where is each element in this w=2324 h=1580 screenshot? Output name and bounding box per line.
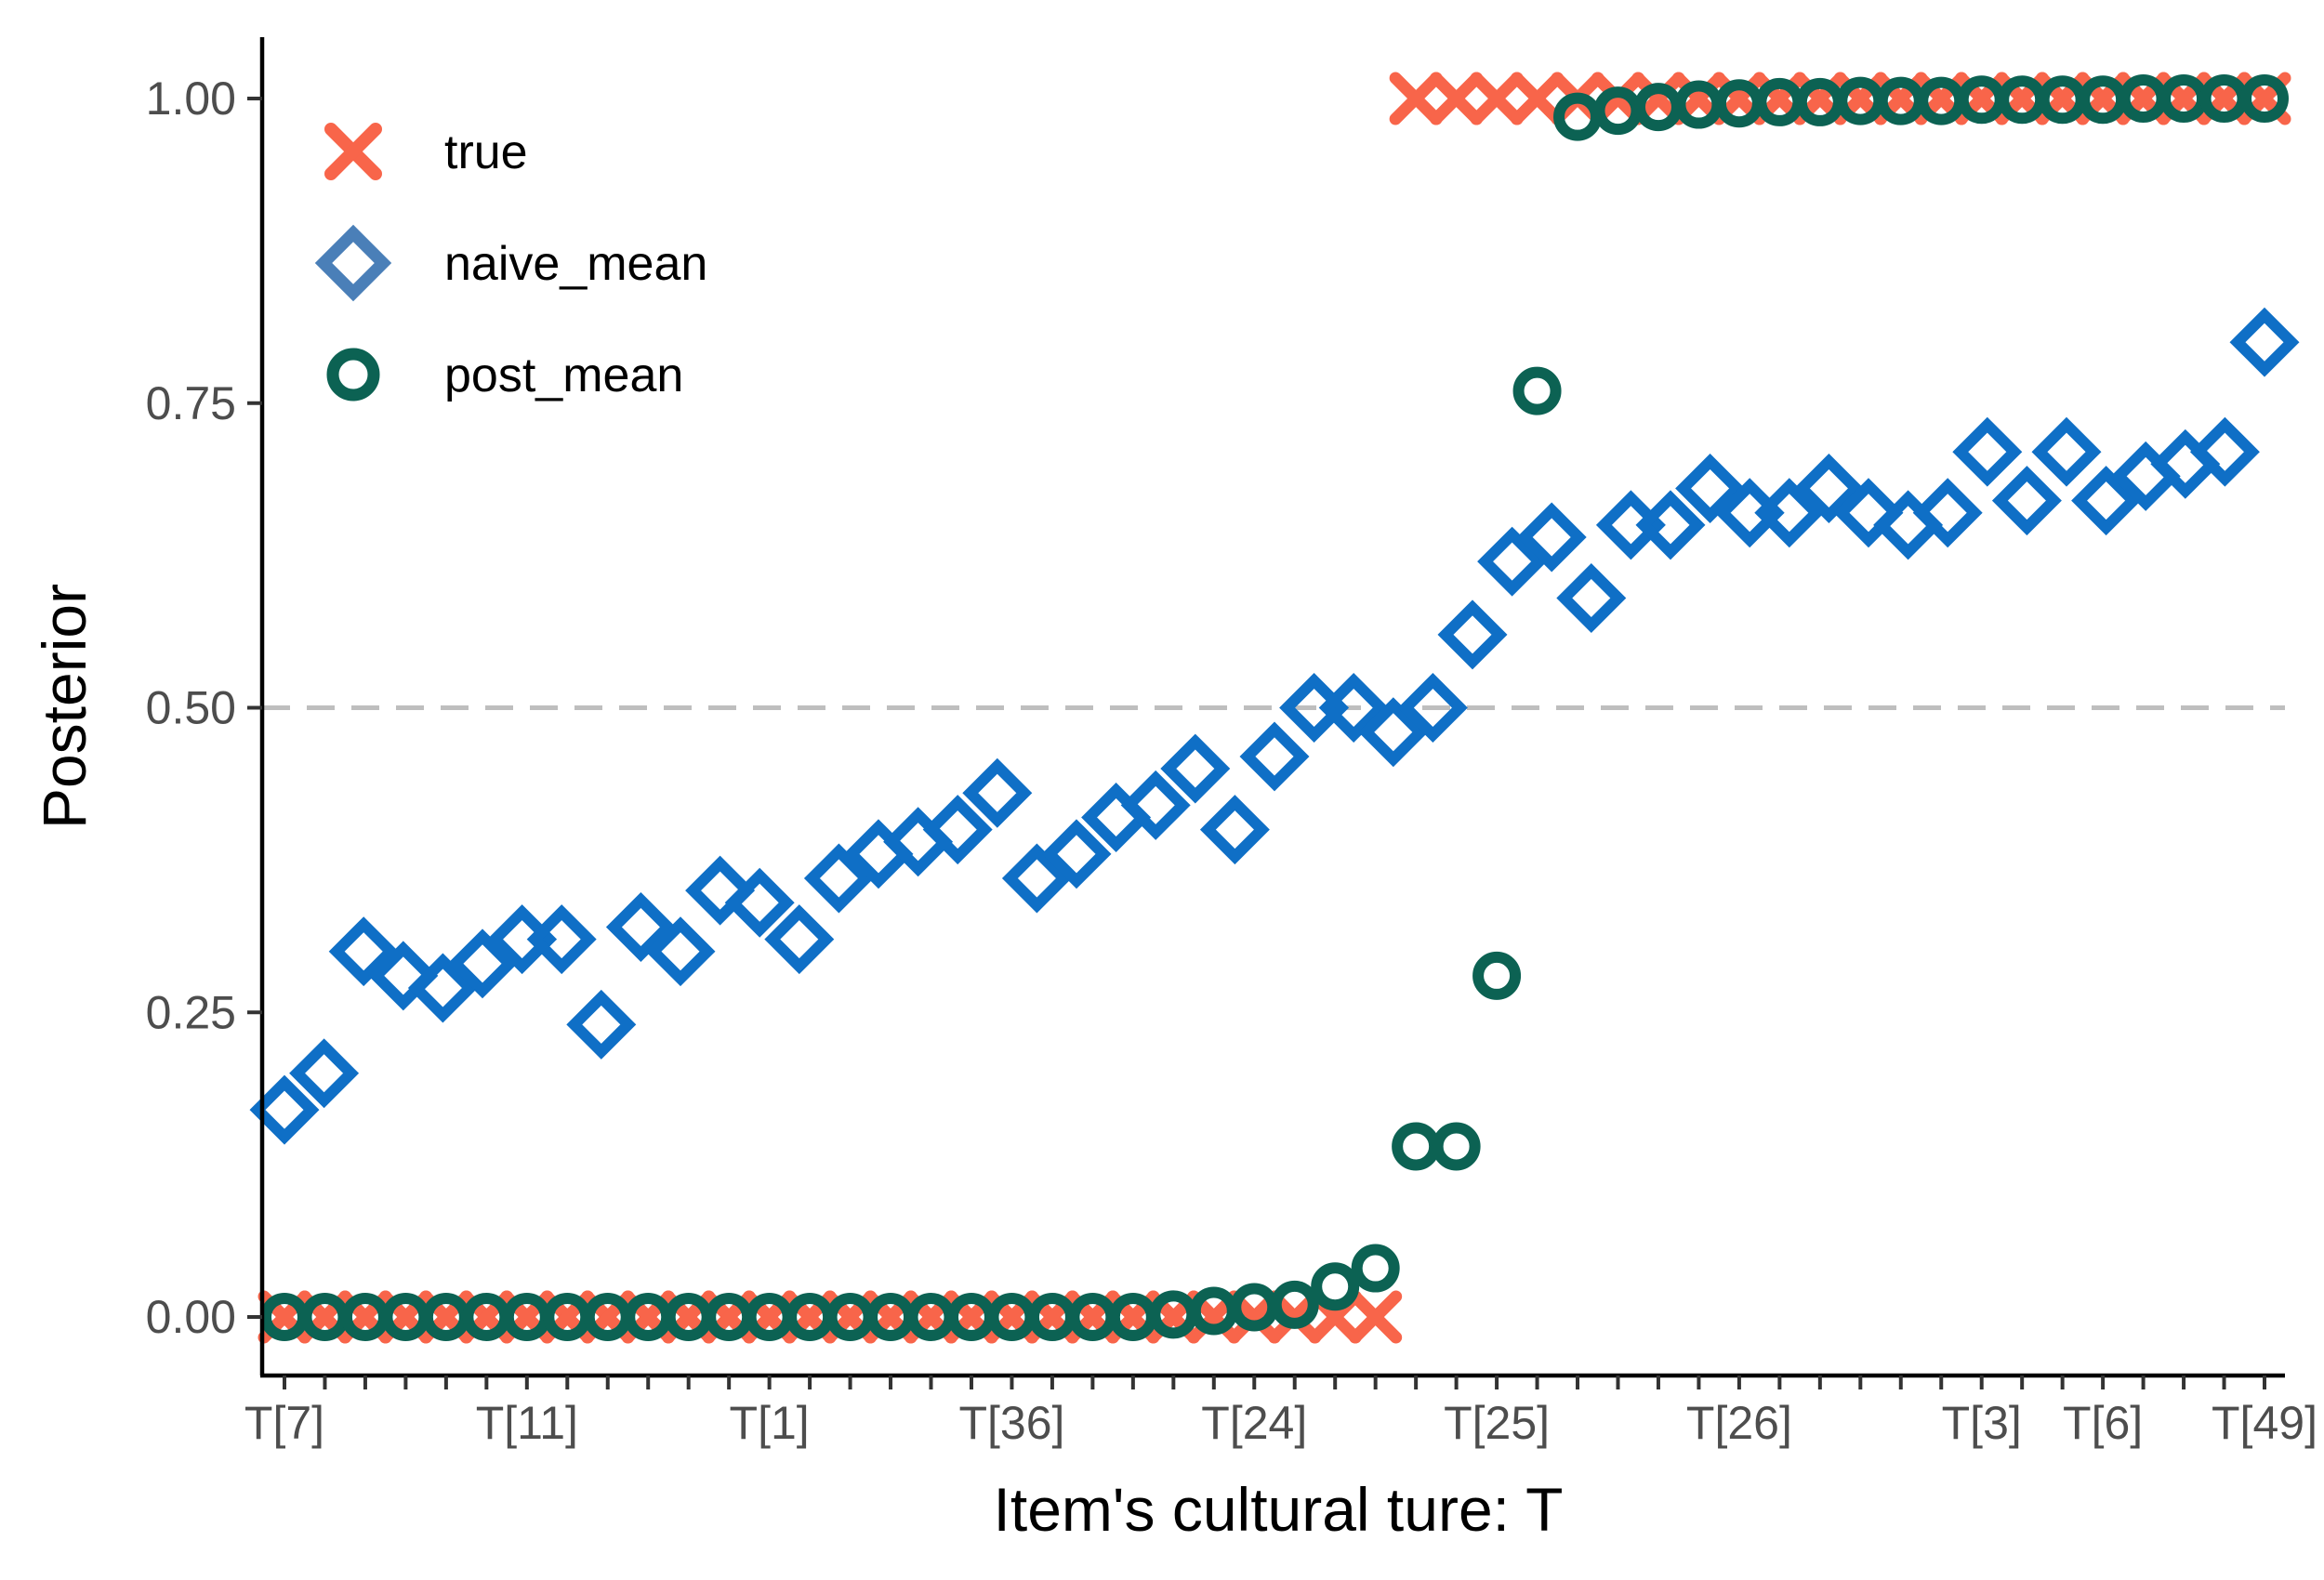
naive-mean-point [328, 916, 399, 987]
naive-mean-point [922, 795, 993, 865]
naive-mean-point [1358, 697, 1429, 768]
naive-mean-point [2031, 416, 2102, 487]
naive-mean-point [1833, 478, 1904, 548]
naive-mean-point [1991, 466, 2062, 536]
x-tick-label: T[25] [1444, 1397, 1550, 1449]
y-tick-label: 0.25 [146, 986, 236, 1038]
naive-mean-point [1120, 770, 1191, 840]
naive-mean-point [1397, 673, 1468, 743]
naive-mean-point [2071, 466, 2142, 536]
legend-label: true [444, 125, 528, 179]
post-mean-point [1593, 86, 1643, 136]
post-mean-point [1351, 1244, 1400, 1293]
naive-mean-point [803, 843, 874, 914]
naive-mean-point [249, 1074, 320, 1145]
x-tick-label: T[49] [2212, 1397, 2317, 1449]
true-point [1389, 72, 1443, 125]
naive-mean-point [289, 1038, 360, 1109]
naive-mean-point [368, 941, 439, 1011]
legend-key-naive-mean [314, 224, 392, 302]
legend-key-true [324, 123, 382, 180]
naive-mean-point [1754, 478, 1825, 548]
naive-mean-point [724, 867, 795, 938]
x-tick-label: T[36] [958, 1397, 1064, 1449]
x-tick-label: T[24] [1201, 1397, 1307, 1449]
naive-mean-point [526, 904, 597, 975]
post-mean-point [2240, 74, 2289, 123]
naive-mean-series [249, 307, 2300, 1145]
post-mean-series [260, 74, 2289, 1341]
post-mean-point [1311, 1262, 1360, 1311]
x-tick-label: T[11] [476, 1397, 578, 1449]
naive-mean-point [1556, 563, 1627, 633]
post-mean-point [1472, 951, 1522, 1000]
true-point [1511, 72, 1565, 125]
naive-mean-point [407, 953, 478, 1023]
naive-mean-point [1912, 478, 1983, 548]
post-mean-point [1553, 92, 1603, 141]
x-tick-label: T[7] [244, 1397, 324, 1449]
legend-key-post-mean [326, 348, 380, 402]
naive-mean-point [1001, 843, 1072, 914]
y-tick-label: 1.00 [146, 72, 236, 125]
naive-mean-point [1675, 454, 1746, 524]
legend-label: naive_mean [444, 237, 707, 291]
naive-mean-point [1516, 502, 1587, 573]
y-tick-label: 0.00 [146, 1291, 236, 1343]
naive-mean-point [685, 855, 756, 926]
naive-mean-point [1477, 526, 1548, 597]
x-tick-label: T[6] [2063, 1397, 2143, 1449]
naive-mean-point [962, 757, 1033, 828]
naive-mean-point [447, 928, 518, 999]
naive-mean-point [1041, 819, 1112, 889]
naive-mean-point [1239, 721, 1310, 792]
naive-mean-point [1952, 416, 2023, 487]
naive-mean-point [2189, 416, 2260, 487]
naive-mean-point [1793, 454, 1864, 524]
y-axis-title: Posterior [30, 584, 99, 829]
post-mean-point [1230, 1283, 1279, 1332]
post-mean-point [1432, 1122, 1481, 1171]
axes: 0.00 0.25 0.50 0.75 1.00 T[7] T[11] T[1] T[36] T[… [146, 37, 2317, 1449]
x-tick-label: T[3] [1942, 1397, 2022, 1449]
naive-mean-point [566, 989, 637, 1060]
naive-mean-point [2229, 307, 2300, 377]
y-tick-label: 0.50 [146, 682, 236, 734]
x-tick-label: T[1] [730, 1397, 810, 1449]
true-point [1470, 72, 1524, 125]
post-mean-point [1392, 1122, 1441, 1171]
x-axis-title: Item's cultural ture: T [994, 1475, 1564, 1544]
naive-mean-point [1635, 490, 1706, 560]
post-mean-point [1512, 366, 1562, 415]
post-mean-point [1270, 1280, 1319, 1329]
true-point [1349, 1290, 1403, 1344]
true-point [1430, 72, 1484, 125]
naive-mean-point [1437, 599, 1508, 670]
naive-mean-point [1318, 673, 1389, 743]
y-tick-label: 0.75 [146, 377, 236, 429]
legend: true naive_mean post_mean [314, 123, 707, 402]
legend-label: post_mean [444, 349, 683, 402]
naive-mean-point [645, 916, 716, 987]
naive-mean-point [764, 904, 835, 975]
naive-mean-point [1160, 733, 1231, 804]
x-tick-label: T[26] [1686, 1397, 1792, 1449]
naive-mean-point [1199, 795, 1270, 865]
naive-mean-point [605, 891, 676, 962]
